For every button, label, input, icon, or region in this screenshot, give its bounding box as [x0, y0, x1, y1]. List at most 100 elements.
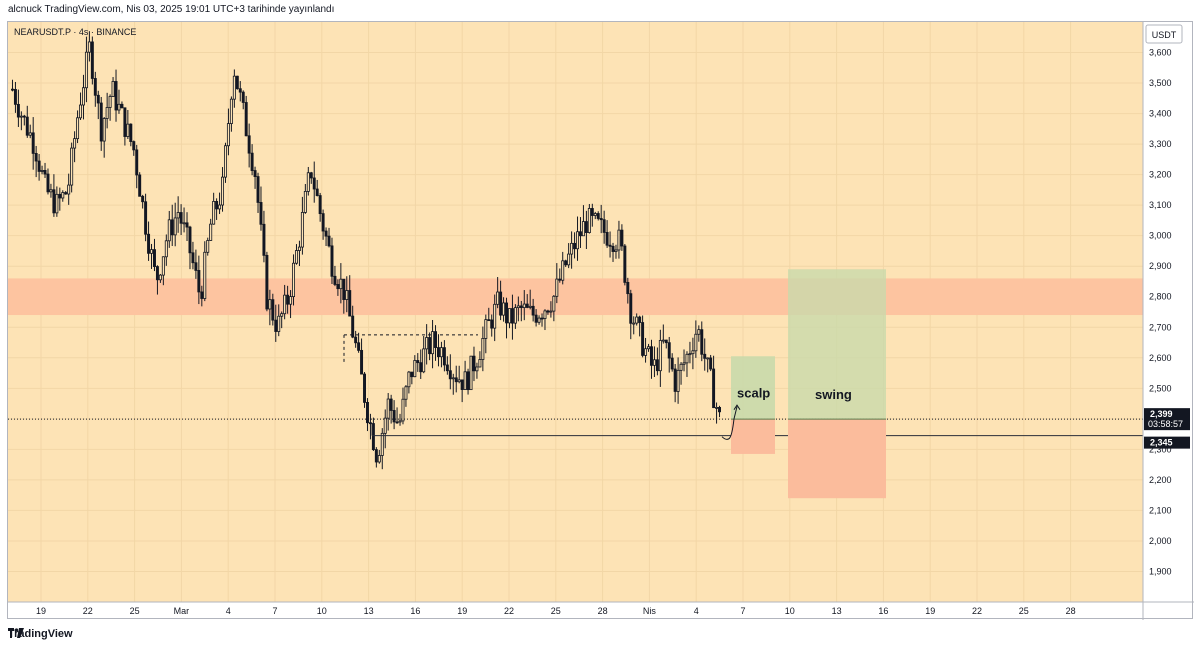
candle-body — [576, 231, 579, 250]
candle-body — [602, 219, 606, 233]
price-tick-label: 3,500 — [1149, 78, 1172, 88]
candle-body — [425, 337, 429, 350]
candle-body — [289, 296, 293, 305]
candle-body — [117, 103, 121, 111]
candle-body — [16, 103, 20, 118]
candle-body — [247, 135, 251, 154]
candle-body — [70, 147, 74, 186]
candle-body — [469, 355, 473, 391]
candle-body — [120, 103, 124, 109]
candle-body — [519, 305, 523, 309]
time-tick-label: 19 — [457, 606, 467, 616]
candle-body — [226, 123, 230, 147]
price-tick-label: 2,300 — [1149, 444, 1172, 454]
candle-body — [472, 355, 476, 372]
candle-body — [590, 208, 594, 216]
countdown-label: 03:58:57 — [1148, 419, 1183, 429]
candle-body — [46, 173, 50, 193]
candle-body — [688, 353, 692, 356]
price-tick-label: 2,000 — [1149, 536, 1172, 546]
candle-body — [221, 176, 224, 206]
candle-body — [632, 322, 636, 325]
candle-body — [410, 371, 414, 378]
candle-body — [466, 371, 470, 391]
tradingview-brand-label: TradingView — [8, 628, 73, 640]
candle-body — [570, 242, 574, 255]
candle-body — [623, 245, 627, 283]
chart-area[interactable]: scalp swing NEARUSDT.P · 4s · BINANCE 1,… — [7, 21, 1194, 620]
candle-body — [126, 123, 130, 137]
candle-body — [306, 172, 310, 192]
price-tick-label: 3,000 — [1149, 231, 1172, 241]
candle-body — [13, 89, 17, 105]
candle-body — [324, 230, 328, 237]
candle-body — [31, 132, 35, 154]
candle-body — [238, 88, 242, 93]
candle-body — [573, 242, 577, 250]
swing-profit-zone — [788, 269, 886, 420]
chart-svg[interactable]: scalp swing NEARUSDT.P · 4s · BINANCE 1,… — [8, 22, 1194, 620]
candle-body — [253, 170, 257, 177]
candle-body — [76, 117, 80, 140]
candle-body — [218, 204, 222, 210]
candle-body — [558, 278, 562, 281]
candle-body — [19, 115, 23, 118]
candle-body — [499, 291, 503, 316]
candle-body — [481, 338, 485, 360]
candle-body — [620, 229, 624, 247]
candle-body — [546, 310, 550, 313]
price-tick-label: 2,700 — [1149, 322, 1172, 332]
candle-body — [445, 364, 449, 372]
candle-body — [700, 329, 704, 355]
price-tick-label: 2,900 — [1149, 261, 1172, 271]
candle-body — [268, 299, 272, 310]
candle-body — [152, 249, 156, 267]
candle-body — [706, 357, 710, 360]
time-axis[interactable]: 19 22 25 Mar 4 7 10 13 16 19 22 25 28 Nis 4 7 10 13 16 19 22… — [36, 606, 1076, 616]
candle-body — [363, 373, 367, 403]
candle-body — [709, 357, 713, 370]
candle-body — [516, 305, 520, 309]
time-tick-label: 25 — [1019, 606, 1029, 616]
candles — [11, 31, 721, 470]
tradingview-brand[interactable]: TradingView — [8, 628, 73, 640]
candle-body — [617, 229, 621, 251]
candle-body — [626, 281, 630, 295]
candle-body — [478, 359, 482, 368]
candle-body — [561, 260, 565, 281]
candle-body — [644, 348, 648, 356]
candle-body — [283, 294, 287, 315]
candle-body — [641, 322, 645, 356]
candle-body — [614, 249, 618, 252]
candle-body — [360, 349, 364, 375]
candle-body — [564, 260, 568, 266]
candle-body — [428, 337, 432, 355]
candle-body — [203, 251, 207, 299]
candle-body — [664, 339, 668, 344]
swing-loss-zone — [788, 419, 886, 499]
price-axis[interactable]: 1,9002,0002,1002,2002,3002,4002,5002,600… — [1149, 48, 1172, 577]
candle-body — [123, 107, 127, 137]
candle-body — [229, 98, 233, 124]
candle-body — [250, 152, 254, 171]
candle-body — [596, 213, 600, 219]
time-tick-label: 19 — [925, 606, 935, 616]
time-tick-label: 22 — [504, 606, 514, 616]
candle-body — [197, 270, 201, 293]
candle-body — [543, 310, 547, 319]
candle-body — [315, 188, 319, 196]
candle-body — [105, 107, 109, 119]
candle-body — [37, 160, 41, 172]
candle-body — [158, 274, 162, 281]
candle-body — [339, 278, 343, 290]
candle-body — [676, 369, 680, 392]
candle-body — [368, 422, 372, 425]
candle-body — [416, 360, 420, 364]
candle-body — [294, 250, 298, 264]
candle-body — [22, 115, 26, 118]
candle-body — [401, 398, 405, 422]
candle-body — [96, 94, 100, 104]
currency-button[interactable] — [1145, 24, 1183, 44]
candle-body — [531, 305, 535, 316]
candle-body — [374, 449, 378, 463]
